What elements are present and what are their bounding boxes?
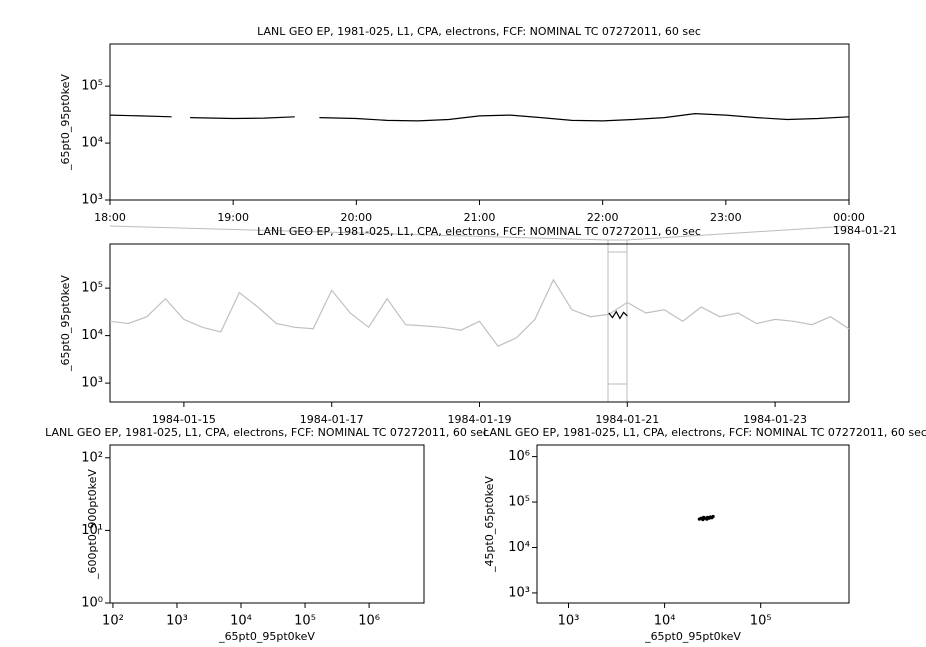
zoom-line	[109, 225, 609, 241]
x-tick-label: 10²	[102, 614, 124, 629]
x-tick-label: 1984-01-19	[448, 413, 512, 426]
y-tick-label: 10²	[81, 450, 103, 465]
plot-frame	[536, 444, 850, 604]
x-tick-label: 10³	[558, 614, 580, 629]
x-tick-label: 10⁵	[750, 614, 772, 629]
x-tick-label: 22:00	[587, 211, 619, 224]
y-tick-label: 10⁵	[81, 281, 103, 296]
y-tick-label: 10⁵	[508, 495, 530, 510]
x-tick-label: 10⁶	[358, 614, 380, 629]
data-line	[109, 278, 850, 347]
y-axis-label: _65pt0_95pt0keV	[59, 275, 72, 372]
y-tick-label: 10⁴	[81, 136, 103, 151]
y-tick-label: 10³	[81, 193, 103, 208]
x-tick-label: 1984-01-21	[595, 413, 659, 426]
x-tick-label: 21:00	[464, 211, 496, 224]
x-tick-label: 19:00	[217, 211, 249, 224]
x-tick-label: 10³	[166, 614, 188, 629]
x-tick-label: 1984-01-17	[300, 413, 364, 426]
y-tick-label: 10⁴	[508, 540, 530, 555]
plot-title: LANL GEO EP, 1981-025, L1, CPA, electron…	[483, 426, 926, 439]
plot-title: LANL GEO EP, 1981-025, L1, CPA, electron…	[257, 225, 701, 238]
y-tick-label: 10⁶	[508, 449, 530, 464]
y-axis-label: _600pt0_900pt0keV	[86, 469, 99, 580]
x-tick-label: 00:00	[833, 211, 865, 224]
y-tick-label: 10⁵	[81, 79, 103, 94]
y-tick-label: 10¹	[81, 523, 103, 538]
x-tick-label: 1984-01-23	[743, 413, 807, 426]
y-tick-label: 10⁴	[81, 328, 103, 343]
zoom-box	[607, 239, 628, 403]
y-tick-label: 10³	[81, 376, 103, 391]
y-tick-label: 10³	[508, 585, 530, 600]
data-point	[702, 515, 706, 519]
plot-frame	[109, 444, 425, 604]
x-tick-label: 10⁴	[654, 614, 676, 629]
data-point	[705, 517, 709, 521]
x-tick-label: 1984-01-15	[152, 413, 216, 426]
x-tick-label: 18:00	[94, 211, 126, 224]
x-tick-label: 10⁴	[230, 614, 252, 629]
y-tick-label: 10⁰	[81, 596, 103, 611]
plot-title: LANL GEO EP, 1981-025, L1, CPA, electron…	[257, 25, 701, 38]
y-axis-label: _65pt0_95pt0keV	[59, 74, 72, 171]
plot-frame	[109, 43, 850, 201]
x-axis-label: _65pt0_95pt0keV	[644, 630, 741, 643]
plot-title: LANL GEO EP, 1981-025, L1, CPA, electron…	[45, 426, 489, 439]
data-point	[711, 514, 715, 519]
zoom-line	[626, 225, 850, 241]
data-line	[608, 310, 628, 320]
plot-frame	[109, 243, 850, 403]
zoom-connector	[109, 225, 850, 403]
x-axis-label: _65pt0_95pt0keV	[218, 630, 315, 643]
x-date-label: 1984-01-21	[833, 224, 897, 237]
x-tick-label: 20:00	[340, 211, 372, 224]
x-tick-label: 10⁵	[294, 614, 316, 629]
data-line	[109, 112, 850, 122]
x-tick-label: 23:00	[710, 211, 742, 224]
y-axis-label: _45pt0_65pt0keV	[483, 476, 496, 573]
